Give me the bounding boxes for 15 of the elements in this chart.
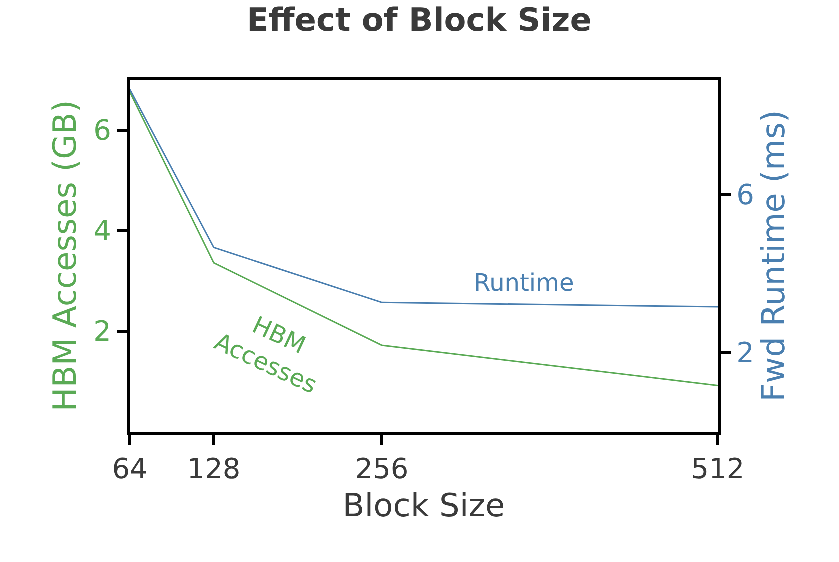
y2-axis-title: Fwd Runtime (ms) — [754, 110, 792, 402]
y2-tick-label: 2 — [736, 336, 754, 370]
x-tick-label: 512 — [691, 452, 745, 486]
x-tick-label: 256 — [355, 452, 409, 486]
x-tick-label: 64 — [112, 452, 148, 486]
y-tick-label: 4 — [94, 214, 112, 248]
y-tick-label: 6 — [94, 114, 112, 148]
x-axis-title: Block Size — [342, 486, 506, 524]
y-axis-title: HBM Accesses (GB) — [46, 100, 84, 412]
x-tick-label: 128 — [187, 452, 241, 486]
y-tick-label: 2 — [94, 315, 112, 348]
line-series — [130, 88, 718, 308]
chart-title: Effect of Block Size — [246, 0, 592, 39]
y2-tick-label: 6 — [736, 178, 754, 212]
series-label: Runtime — [474, 269, 574, 297]
